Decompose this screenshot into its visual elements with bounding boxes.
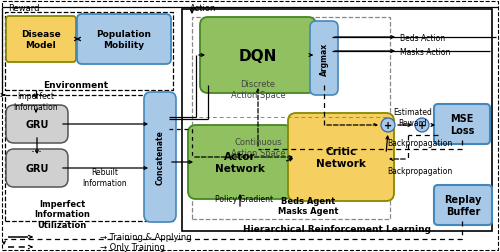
- Text: Hierarchical Reinforcement Learning: Hierarchical Reinforcement Learning: [243, 225, 431, 234]
- Text: +: +: [418, 120, 426, 131]
- FancyBboxPatch shape: [144, 93, 176, 222]
- Text: Policy Gradient: Policy Gradient: [215, 195, 273, 204]
- Text: Estimated
Reward: Estimated Reward: [394, 108, 432, 127]
- Text: Imperfect
Information
Utilization: Imperfect Information Utilization: [34, 199, 90, 229]
- Text: Imperfect
Information: Imperfect Information: [14, 92, 59, 111]
- Text: Argmax: Argmax: [320, 42, 328, 75]
- Text: Disease
Model: Disease Model: [21, 30, 61, 49]
- Text: Critic
Network: Critic Network: [316, 147, 366, 168]
- FancyBboxPatch shape: [310, 22, 338, 96]
- Text: → Only Training: → Only Training: [100, 242, 165, 251]
- Bar: [5, 13, 173, 91]
- Bar: [192, 18, 390, 219]
- Text: Rebuilt
Information: Rebuilt Information: [82, 168, 128, 187]
- Text: Replay
Buffer: Replay Buffer: [444, 195, 482, 216]
- Text: Masks Agent: Masks Agent: [278, 207, 338, 216]
- Text: GRU: GRU: [26, 119, 48, 130]
- Text: GRU: GRU: [26, 163, 48, 173]
- Text: Population
Mobility: Population Mobility: [96, 30, 152, 49]
- FancyBboxPatch shape: [434, 185, 492, 225]
- Text: Masks Action: Masks Action: [400, 47, 450, 56]
- FancyBboxPatch shape: [6, 106, 68, 143]
- Text: Beds Action: Beds Action: [400, 33, 445, 42]
- Text: MSE
Loss: MSE Loss: [450, 114, 474, 135]
- Text: Actor
Network: Actor Network: [215, 152, 265, 173]
- FancyBboxPatch shape: [6, 149, 68, 187]
- FancyBboxPatch shape: [6, 17, 76, 63]
- Text: Reward: Reward: [8, 4, 40, 12]
- Text: Environment: Environment: [44, 81, 108, 90]
- FancyBboxPatch shape: [200, 18, 316, 94]
- Bar: [5, 96, 173, 221]
- Text: Action: Action: [190, 4, 216, 12]
- Text: Backpropagation: Backpropagation: [388, 138, 452, 147]
- Text: ...: ...: [31, 141, 43, 154]
- Text: Beds Agent: Beds Agent: [281, 197, 335, 206]
- Bar: [182, 10, 492, 231]
- Text: DQN: DQN: [239, 48, 277, 63]
- FancyBboxPatch shape: [77, 15, 171, 65]
- Text: Concatenate: Concatenate: [156, 130, 164, 185]
- Text: Backpropagation: Backpropagation: [388, 167, 452, 176]
- Text: → Training & Applying: → Training & Applying: [100, 233, 192, 241]
- Circle shape: [415, 118, 429, 133]
- FancyBboxPatch shape: [434, 105, 490, 144]
- Text: Discrete
Action Space: Discrete Action Space: [230, 80, 285, 99]
- Text: +: +: [384, 120, 392, 131]
- Text: Continuous
Action Space: Continuous Action Space: [230, 138, 285, 157]
- FancyBboxPatch shape: [188, 125, 292, 199]
- FancyBboxPatch shape: [288, 114, 394, 201]
- Circle shape: [381, 118, 395, 133]
